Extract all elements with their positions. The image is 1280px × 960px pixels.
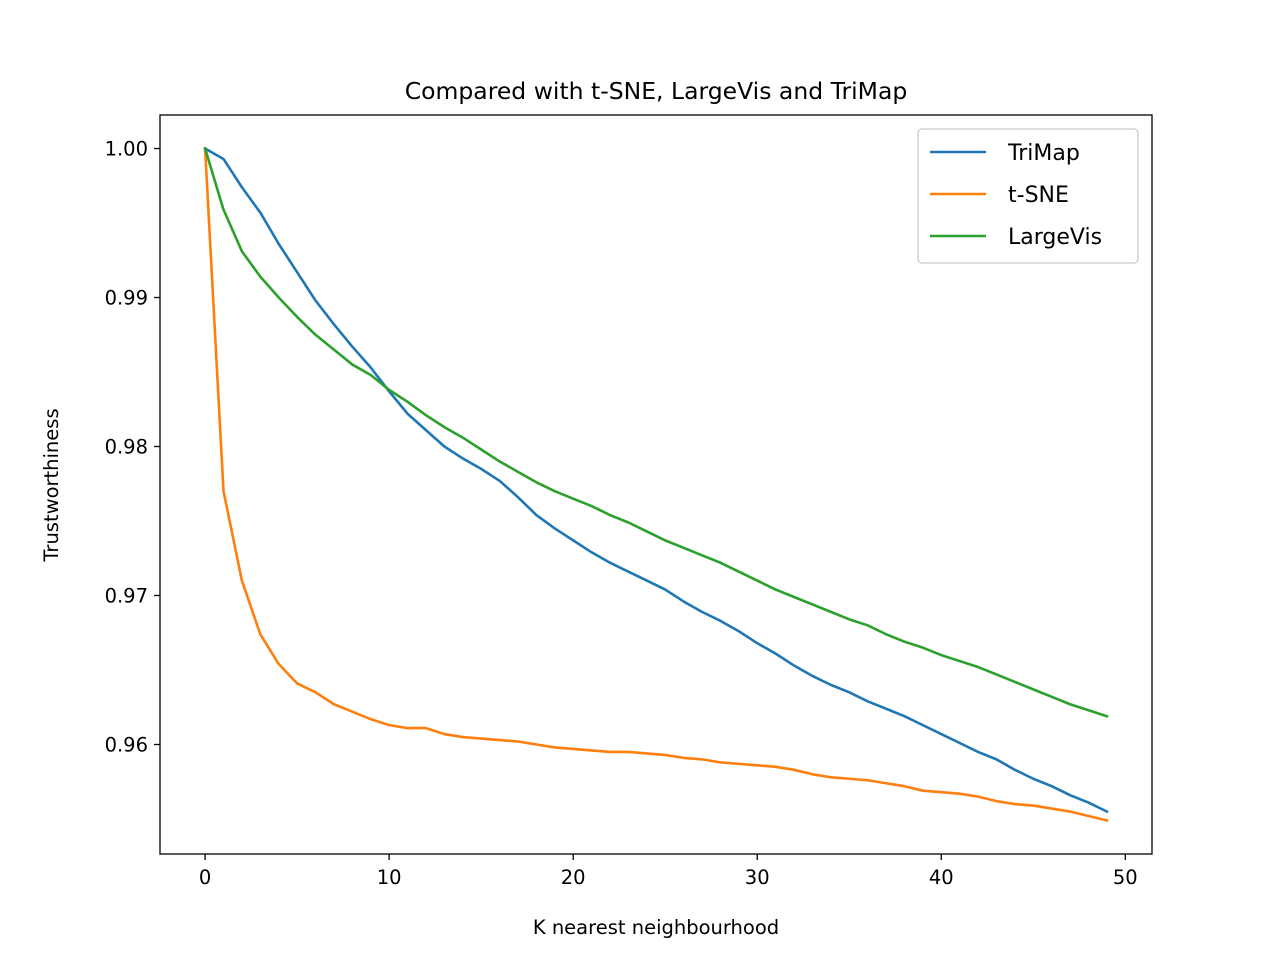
series-line-largevis [203,146,1109,718]
legend-label: t-SNE [1008,183,1069,208]
x-axis-label: K nearest neighbourhood [533,916,779,939]
y-axis-ticks: 0.96 0.97 0.98 0.99 1.00 [105,138,160,756]
series-line-trimap [203,146,1109,814]
x-tick-label: 40 [929,866,954,889]
y-axis-label: Trustworthiness [40,408,63,562]
legend-label: LargeVis [1008,225,1102,250]
legend-label: TriMap [1007,141,1080,166]
legend-frame [917,128,1139,264]
y-tick-label: 0.98 [105,436,148,459]
x-tick-label: 50 [1113,866,1138,889]
chart-title: Compared with t-SNE, LargeVis and TriMap [405,77,908,105]
x-axis-ticks: 0 10 20 30 40 50 [199,854,1138,889]
series-line-t-sne [203,147,1109,823]
plot-lines [203,146,1109,823]
x-tick-label: 0 [199,866,211,889]
axes-frame [159,114,1153,855]
y-tick-label: 0.99 [105,287,148,310]
x-tick-label: 30 [745,866,770,889]
x-tick-label: 20 [561,866,586,889]
chart-legend: TriMap t-SNE LargeVis [917,128,1139,264]
x-tick-label: 10 [377,866,402,889]
y-tick-label: 0.97 [105,584,148,607]
y-tick-label: 1.00 [105,138,148,161]
y-tick-label: 0.96 [105,733,148,756]
